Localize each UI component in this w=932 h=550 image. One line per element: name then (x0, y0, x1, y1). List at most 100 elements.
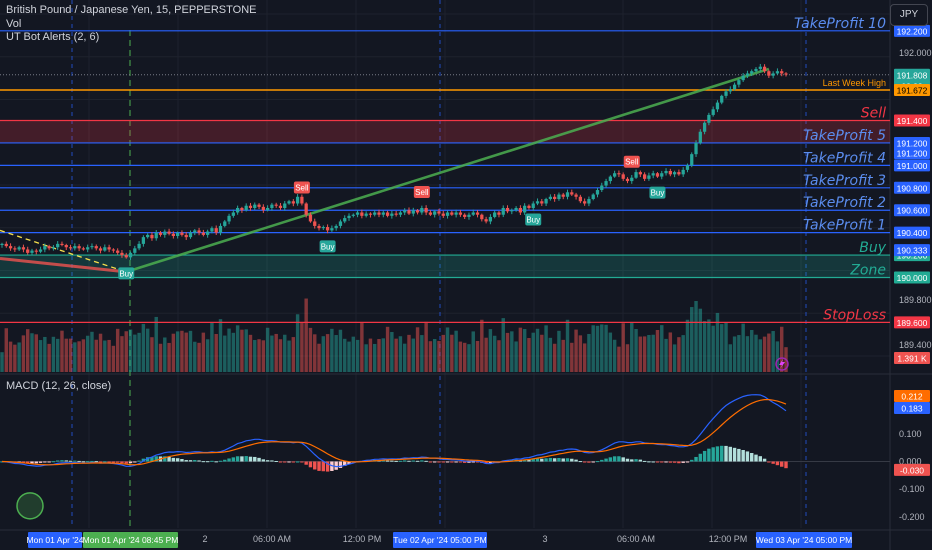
candle-body (424, 207, 428, 213)
macd-histogram-bar (338, 461, 343, 468)
volume-bar (681, 335, 685, 372)
level-label: StopLoss (823, 307, 886, 323)
trend-layer (0, 67, 770, 274)
volume-bar (548, 337, 553, 372)
macd-value-tag-bg (894, 390, 930, 402)
signal-badge (413, 185, 430, 198)
macd-histogram-bar (450, 461, 454, 463)
volume-bar (741, 323, 745, 372)
macd-histogram-bar (484, 461, 488, 464)
volume-bar (235, 325, 240, 372)
candle-body (450, 212, 454, 215)
volume-bar (77, 341, 81, 372)
sell-zone (0, 120, 890, 143)
time-highlight-label: Mon 01 Apr '24 (27, 535, 84, 545)
volume-bar (330, 328, 334, 372)
macd-histogram-bar (707, 448, 711, 462)
macd-histogram-bar (223, 459, 227, 462)
candle-body (103, 247, 107, 251)
volume-bar (368, 338, 373, 372)
volume-bar (437, 340, 441, 372)
level-label: Buy (859, 240, 886, 256)
macd-legend[interactable]: MACD (12, 26, close) (6, 380, 112, 392)
volume-bar (317, 343, 321, 372)
last-week-high-label: Last Week High (823, 78, 886, 88)
macd-histogram-bar (90, 460, 94, 462)
volume-bar (638, 336, 643, 372)
macd-histogram-bar (668, 461, 673, 463)
volume-bar (672, 344, 677, 372)
currency-button[interactable]: JPY (890, 4, 928, 26)
volume-bar (300, 322, 304, 372)
volume-bar (407, 334, 411, 372)
level-label: TakeProfit 10 (794, 16, 886, 32)
candle-body (535, 201, 540, 204)
volume-bar (115, 328, 120, 372)
candle-body (210, 228, 214, 232)
candle-body (553, 196, 557, 200)
candle-body (557, 194, 561, 200)
candle-body (176, 232, 180, 237)
volume-value-tag-bg (894, 352, 930, 364)
macd-histogram-bar (612, 456, 617, 462)
candle-body (236, 207, 240, 213)
candle-body (780, 71, 784, 74)
indicator-legend[interactable]: UT Bot Alerts (2, 6) (6, 31, 100, 43)
volume-bar (527, 337, 531, 372)
volume-bar (205, 339, 210, 372)
macd-histogram-bar (745, 451, 750, 462)
macd-histogram-bar (630, 459, 634, 462)
volume-bar (64, 338, 68, 372)
buy-signal-label: Buy (651, 189, 665, 198)
macd-histogram-bar (141, 458, 146, 462)
macd-histogram-bar (295, 461, 300, 463)
macd-histogram-bar (94, 461, 98, 463)
candle-body (291, 201, 295, 204)
candle-body (38, 249, 43, 252)
candle-body (34, 250, 38, 252)
volume-bar (767, 333, 771, 372)
volume-bar (347, 341, 351, 372)
candle-body (270, 204, 274, 208)
price-extra-tag-bg (894, 244, 930, 257)
volume-bar (253, 340, 257, 372)
macd-histogram-bar (467, 461, 471, 463)
level-label: TakeProfit 5 (803, 128, 886, 144)
volume-bar (544, 325, 548, 372)
volume-bar (655, 329, 660, 372)
volume-bar (103, 340, 107, 372)
signal-value-tag-bg (894, 402, 930, 414)
candle-body (137, 243, 141, 249)
macd-tick-label: 0.100 (899, 429, 922, 439)
macd-histogram-bar (561, 458, 565, 462)
volume-bar (535, 328, 540, 372)
candle-body (214, 228, 218, 233)
volume-bar (248, 334, 253, 372)
volume-bar (145, 328, 150, 372)
candle-body (638, 172, 642, 175)
candle-body (334, 225, 338, 229)
volume-bar (343, 338, 347, 372)
price-level-tag: 192.200 (897, 26, 928, 36)
volume-bar (51, 336, 56, 372)
volume-bar (167, 342, 171, 372)
macd-histogram-bar (552, 458, 557, 462)
macd-histogram-bar (604, 458, 608, 462)
volume-bar (240, 329, 244, 372)
volume-bar (587, 333, 591, 372)
volume-bar (60, 330, 64, 372)
volume-bar (373, 343, 377, 372)
candle-body (484, 219, 488, 222)
candle-body (0, 243, 4, 245)
volume-bar (34, 334, 38, 372)
price-extra-tag: 191.200 (897, 148, 928, 158)
candle-body (458, 212, 463, 215)
candle-body (724, 91, 728, 96)
candle-body (702, 122, 707, 132)
volume-bar (617, 346, 621, 372)
candle-body (642, 174, 647, 179)
volume-bar (428, 341, 433, 372)
candle-body (385, 212, 390, 216)
macd-histogram-bar (428, 461, 433, 463)
